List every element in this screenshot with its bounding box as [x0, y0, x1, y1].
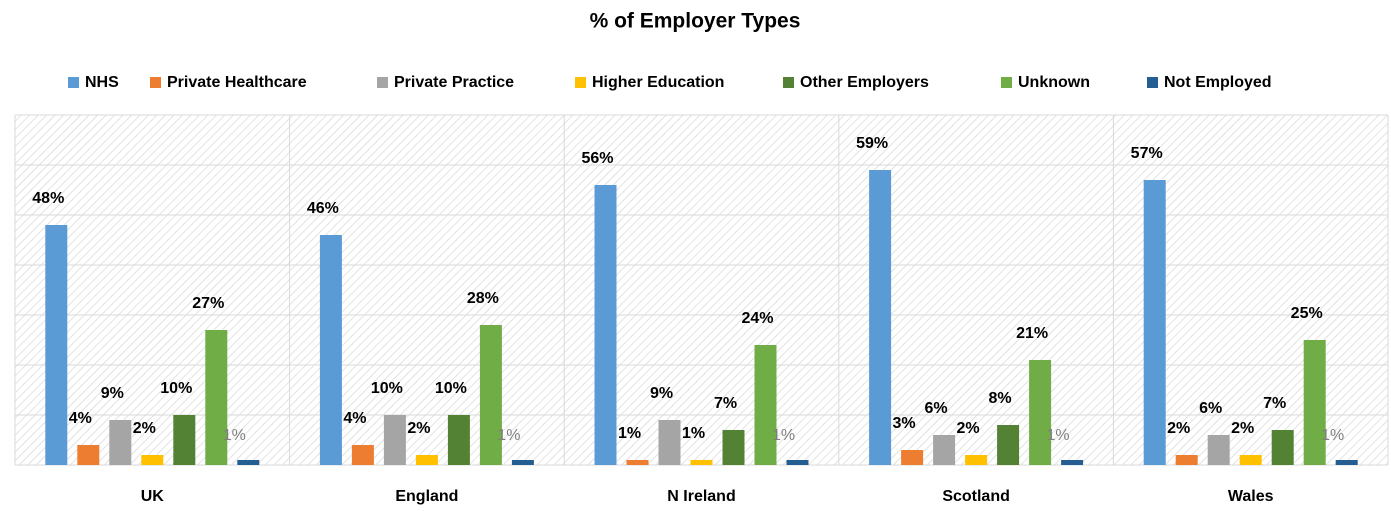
legend-swatch [575, 77, 586, 88]
bar [77, 445, 100, 465]
bar [965, 455, 988, 465]
bar [45, 225, 68, 465]
bar [754, 345, 777, 465]
bar [511, 460, 534, 465]
legend-label: Private Healthcare [167, 74, 307, 91]
x-tick-label: N Ireland [667, 488, 735, 505]
x-tick-label: Scotland [942, 488, 1010, 505]
legend-label: Unknown [1018, 74, 1090, 91]
legend-swatch [68, 77, 79, 88]
bar [933, 435, 956, 465]
bar [173, 415, 196, 465]
data-label: 4% [69, 410, 92, 427]
bar [1029, 360, 1052, 465]
legend-swatch [783, 77, 794, 88]
data-label: 2% [133, 420, 156, 437]
data-label: 10% [435, 380, 467, 397]
data-label: 48% [32, 190, 64, 207]
data-label: 2% [407, 420, 430, 437]
bar [351, 445, 374, 465]
chart-title: % of Employer Types [590, 10, 801, 33]
bar [141, 455, 164, 465]
legend-swatch [1147, 77, 1158, 88]
legend-swatch [150, 77, 161, 88]
data-label: 28% [467, 290, 499, 307]
bar [479, 325, 502, 465]
data-label: 27% [192, 295, 224, 312]
bar [1335, 460, 1358, 465]
data-label: 56% [581, 150, 613, 167]
bar [1061, 460, 1084, 465]
x-tick-label: Wales [1228, 488, 1274, 505]
x-tick-label: UK [141, 488, 165, 505]
bar [205, 330, 228, 465]
bar [1271, 430, 1294, 465]
bar [447, 415, 470, 465]
data-label: 1% [223, 427, 246, 444]
data-label: 1% [1047, 427, 1070, 444]
data-label: 1% [497, 427, 520, 444]
bar [1207, 435, 1230, 465]
legend-swatch [377, 77, 388, 88]
bar [658, 420, 681, 465]
data-label: 7% [1263, 395, 1286, 412]
bar [237, 460, 260, 465]
bar [1239, 455, 1262, 465]
data-label: 6% [925, 400, 948, 417]
data-label: 2% [1231, 420, 1254, 437]
data-label: 9% [650, 385, 673, 402]
data-label: 10% [371, 380, 403, 397]
bar [786, 460, 809, 465]
data-label: 21% [1016, 325, 1048, 342]
bar [383, 415, 406, 465]
bar [997, 425, 1020, 465]
data-label: 24% [741, 310, 773, 327]
data-label: 1% [1321, 427, 1344, 444]
bar [1143, 180, 1166, 465]
data-label: 57% [1131, 145, 1163, 162]
bar [594, 185, 617, 465]
bar [869, 170, 892, 465]
bar [626, 460, 649, 465]
data-label: 1% [618, 425, 641, 442]
bar [690, 460, 713, 465]
bar [109, 420, 132, 465]
data-label: 46% [307, 200, 339, 217]
data-label: 59% [856, 135, 888, 152]
legend-swatch [1001, 77, 1012, 88]
data-label: 3% [893, 415, 916, 432]
bar [415, 455, 438, 465]
data-label: 9% [101, 385, 124, 402]
data-label: 7% [714, 395, 737, 412]
data-label: 1% [682, 425, 705, 442]
data-label: 1% [772, 427, 795, 444]
legend-label: NHS [85, 74, 119, 91]
data-label: 8% [989, 390, 1012, 407]
data-label: 10% [160, 380, 192, 397]
data-label: 2% [957, 420, 980, 437]
legend-label: Private Practice [394, 74, 514, 91]
bar [722, 430, 745, 465]
bar [319, 235, 342, 465]
legend-label: Higher Education [592, 74, 724, 91]
legend-label: Other Employers [800, 74, 929, 91]
data-label: 2% [1167, 420, 1190, 437]
legend-label: Not Employed [1164, 74, 1272, 91]
x-tick-label: England [395, 488, 458, 505]
bar [901, 450, 924, 465]
bar [1303, 340, 1326, 465]
data-label: 4% [343, 410, 366, 427]
bar [1175, 455, 1198, 465]
data-label: 6% [1199, 400, 1222, 417]
data-label: 25% [1291, 305, 1323, 322]
